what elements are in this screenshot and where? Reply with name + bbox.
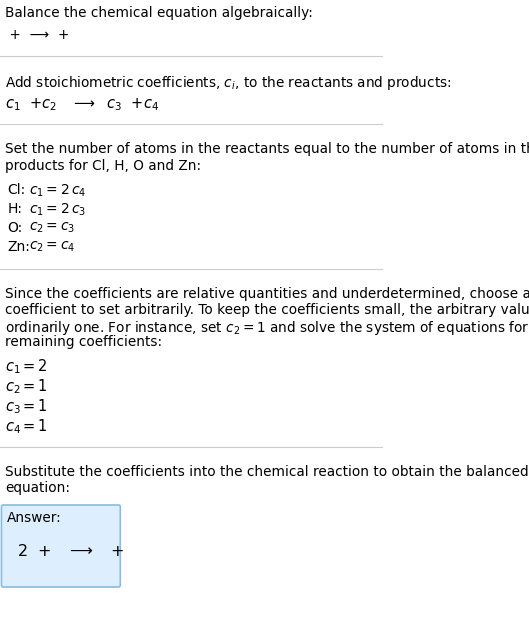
Text: $c_1 = 2\,c_4$: $c_1 = 2\,c_4$ (29, 183, 87, 199)
Text: $c_2 = 1$: $c_2 = 1$ (5, 377, 48, 396)
Text: $c_2 = c_4$: $c_2 = c_4$ (29, 240, 76, 254)
Text: Balance the chemical equation algebraically:: Balance the chemical equation algebraica… (5, 6, 313, 20)
Text: ordinarily one. For instance, set $c_2 = 1$ and solve the system of equations fo: ordinarily one. For instance, set $c_2 =… (5, 319, 529, 337)
Text: equation:: equation: (5, 481, 70, 495)
Text: Cl:: Cl: (7, 183, 25, 197)
FancyBboxPatch shape (2, 505, 120, 587)
Text: coefficient to set arbitrarily. To keep the coefficients small, the arbitrary va: coefficient to set arbitrarily. To keep … (5, 303, 529, 317)
Text: remaining coefficients:: remaining coefficients: (5, 335, 162, 349)
Text: $c_3 = 1$: $c_3 = 1$ (5, 397, 48, 416)
Text: $c_1 = 2\,c_3$: $c_1 = 2\,c_3$ (29, 202, 86, 219)
Text: products for Cl, H, O and Zn:: products for Cl, H, O and Zn: (5, 159, 201, 173)
Text: Zn:: Zn: (7, 240, 30, 254)
Text: +  ⟶  +: + ⟶ + (5, 28, 74, 42)
Text: $c_1 = 2$: $c_1 = 2$ (5, 357, 48, 376)
Text: Since the coefficients are relative quantities and underdetermined, choose a: Since the coefficients are relative quan… (5, 287, 529, 301)
Text: Add stoichiometric coefficients, $c_i$, to the reactants and products:: Add stoichiometric coefficients, $c_i$, … (5, 74, 452, 92)
Text: $c_4 = 1$: $c_4 = 1$ (5, 417, 48, 435)
Text: H:: H: (7, 202, 22, 216)
Text: O:: O: (7, 221, 23, 235)
Text: $c_1$  +$c_2$   $\longrightarrow$  $c_3$  +$c_4$: $c_1$ +$c_2$ $\longrightarrow$ $c_3$ +$c… (5, 96, 159, 113)
Text: Answer:: Answer: (7, 511, 62, 525)
Text: Substitute the coefficients into the chemical reaction to obtain the balanced: Substitute the coefficients into the che… (5, 465, 528, 479)
Text: Set the number of atoms in the reactants equal to the number of atoms in the: Set the number of atoms in the reactants… (5, 142, 529, 156)
Text: $c_2 = c_3$: $c_2 = c_3$ (29, 221, 75, 235)
Text: 2  +   $\longrightarrow$   +: 2 + $\longrightarrow$ + (17, 543, 125, 559)
